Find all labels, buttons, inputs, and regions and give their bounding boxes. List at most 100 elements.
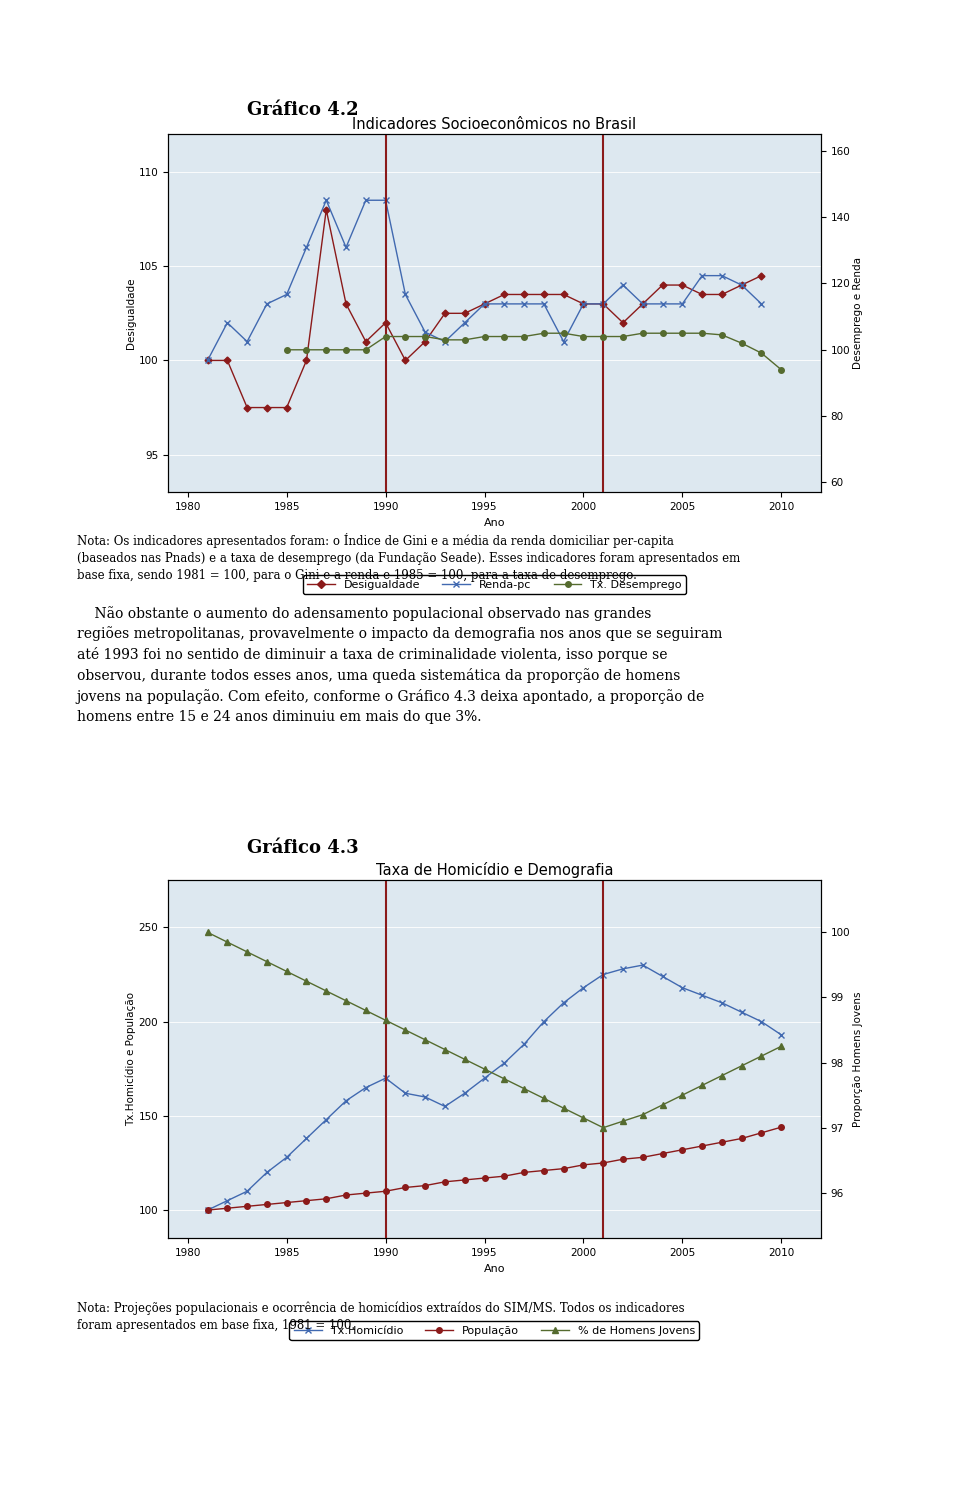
Tx.Homicídio xyxy=(756,1013,767,1031)
Renda-pc xyxy=(637,295,649,313)
Renda-pc xyxy=(261,295,273,313)
Renda-pc xyxy=(380,191,392,209)
% de Homens Jovens xyxy=(459,1050,470,1068)
Tx.Homicídio xyxy=(439,1098,450,1116)
População xyxy=(518,1164,530,1182)
Title: Taxa de Homicídio e Demografia: Taxa de Homicídio e Demografia xyxy=(375,862,613,877)
Renda-pc xyxy=(479,295,491,313)
Y-axis label: Proporção Homens Jovens: Proporção Homens Jovens xyxy=(852,992,863,1126)
% de Homens Jovens xyxy=(558,1100,569,1118)
Tx.Homicídio xyxy=(222,1192,233,1210)
Renda-pc xyxy=(360,191,372,209)
População xyxy=(360,1185,372,1203)
Line: Tx.Homicídio: Tx.Homicídio xyxy=(204,962,784,1213)
Legend: Tx.Homicídio, População, % de Homens Jovens: Tx.Homicídio, População, % de Homens Jov… xyxy=(289,1322,700,1340)
Renda-pc xyxy=(459,313,470,331)
Tx. Desemprego xyxy=(321,340,332,358)
População xyxy=(657,1144,668,1162)
Desigualdade xyxy=(241,398,252,416)
Tx.Homicídio xyxy=(597,965,609,983)
Desigualdade xyxy=(222,352,233,370)
% de Homens Jovens xyxy=(696,1076,708,1094)
Tx.Homicídio xyxy=(300,1129,312,1147)
% de Homens Jovens xyxy=(439,1040,450,1058)
Desigualdade xyxy=(578,295,589,313)
Renda-pc xyxy=(539,295,550,313)
% de Homens Jovens xyxy=(420,1031,431,1049)
% de Homens Jovens xyxy=(479,1061,491,1079)
Tx. Desemprego xyxy=(439,331,450,349)
Tx.Homicídio xyxy=(498,1055,510,1073)
Desigualdade xyxy=(716,285,728,303)
Tx. Desemprego xyxy=(756,345,767,363)
Tx. Desemprego xyxy=(498,328,510,346)
População xyxy=(261,1195,273,1213)
Line: Tx. Desemprego: Tx. Desemprego xyxy=(284,330,784,373)
Desigualdade xyxy=(459,304,470,322)
Renda-pc xyxy=(300,239,312,257)
Tx.Homicídio xyxy=(261,1164,273,1182)
Renda-pc xyxy=(518,295,530,313)
Desigualdade xyxy=(498,285,510,303)
Renda-pc xyxy=(558,333,569,351)
Desigualdade xyxy=(340,295,351,313)
Renda-pc xyxy=(222,313,233,331)
X-axis label: Ano: Ano xyxy=(484,518,505,528)
Tx.Homicídio xyxy=(360,1079,372,1097)
% de Homens Jovens xyxy=(539,1089,550,1107)
% de Homens Jovens xyxy=(677,1086,688,1104)
Tx. Desemprego xyxy=(716,325,728,343)
% de Homens Jovens xyxy=(617,1112,629,1129)
População xyxy=(340,1186,351,1204)
% de Homens Jovens xyxy=(399,1021,411,1038)
Tx.Homicídio xyxy=(479,1070,491,1088)
Line: Renda-pc: Renda-pc xyxy=(204,197,765,364)
Line: Desigualdade: Desigualdade xyxy=(205,207,764,410)
% de Homens Jovens xyxy=(222,932,233,950)
População xyxy=(380,1182,392,1200)
Text: Nota: Projeções populacionais e ocorrência de homicídios extraídos do SIM/MS. To: Nota: Projeções populacionais e ocorrênc… xyxy=(77,1301,684,1331)
Renda-pc xyxy=(597,295,609,313)
População xyxy=(597,1153,609,1171)
% de Homens Jovens xyxy=(776,1037,787,1055)
Title: Indicadores Socioeconômicos no Brasil: Indicadores Socioeconômicos no Brasil xyxy=(352,116,636,131)
Tx. Desemprego xyxy=(281,340,293,358)
Desigualdade xyxy=(756,267,767,285)
Renda-pc xyxy=(202,352,213,370)
% de Homens Jovens xyxy=(736,1056,748,1074)
Tx.Homicídio xyxy=(558,994,569,1012)
População xyxy=(677,1141,688,1159)
Renda-pc xyxy=(340,239,351,257)
Tx. Desemprego xyxy=(340,340,351,358)
População xyxy=(222,1200,233,1217)
Desigualdade xyxy=(439,304,450,322)
Tx.Homicídio xyxy=(776,1026,787,1044)
Desigualdade xyxy=(637,295,649,313)
Renda-pc xyxy=(578,295,589,313)
% de Homens Jovens xyxy=(597,1119,609,1137)
Text: Nota: Os indicadores apresentados foram: o Índice de Gini e a média da renda dom: Nota: Os indicadores apresentados foram:… xyxy=(77,533,740,582)
Desigualdade xyxy=(420,333,431,351)
Tx.Homicídio xyxy=(202,1201,213,1219)
Tx.Homicídio xyxy=(539,1013,550,1031)
População xyxy=(498,1167,510,1185)
Y-axis label: Desigualdade: Desigualdade xyxy=(126,278,135,349)
Tx.Homicídio xyxy=(578,979,589,997)
Desigualdade xyxy=(300,352,312,370)
Tx.Homicídio xyxy=(716,994,728,1012)
% de Homens Jovens xyxy=(716,1067,728,1085)
% de Homens Jovens xyxy=(321,982,332,1000)
% de Homens Jovens xyxy=(657,1097,668,1115)
Desigualdade xyxy=(539,285,550,303)
Tx.Homicídio xyxy=(420,1088,431,1106)
Desigualdade xyxy=(321,201,332,219)
% de Homens Jovens xyxy=(281,962,293,980)
Tx. Desemprego xyxy=(539,324,550,342)
Desigualdade xyxy=(202,352,213,370)
População xyxy=(539,1162,550,1180)
Tx. Desemprego xyxy=(637,324,649,342)
Tx.Homicídio xyxy=(321,1110,332,1128)
População xyxy=(696,1137,708,1155)
Tx. Desemprego xyxy=(696,324,708,342)
População xyxy=(558,1159,569,1177)
